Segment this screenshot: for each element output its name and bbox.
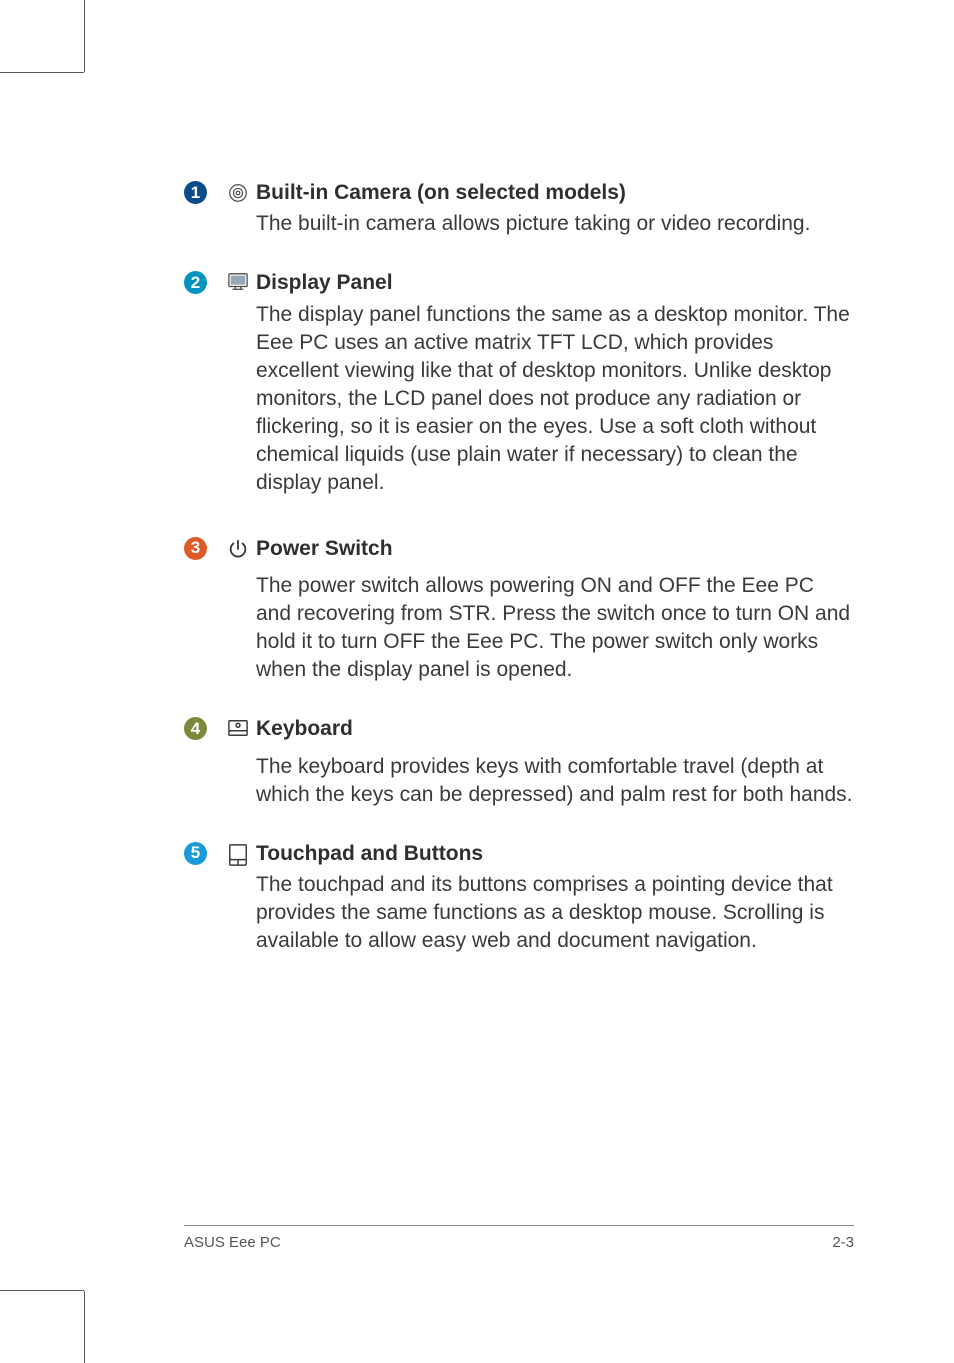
feature-item: 1 Built-in Camera (on selected models) T… bbox=[184, 180, 854, 258]
feature-title: Keyboard bbox=[256, 716, 854, 742]
number-badge-1: 1 bbox=[184, 181, 207, 204]
feature-item: 2 Display Panel The display panel functi… bbox=[184, 270, 854, 517]
footer-left: ASUS Eee PC bbox=[184, 1234, 281, 1251]
keyboard-icon bbox=[220, 716, 256, 738]
feature-item: 3 Power Switch The power switch allows p… bbox=[184, 536, 854, 705]
feature-item: 4 Keyboard The keyboard provides keys wi… bbox=[184, 716, 854, 829]
camera-icon bbox=[220, 180, 256, 204]
feature-title: Touchpad and Buttons bbox=[256, 841, 854, 867]
feature-desc: The keyboard provides keys with comforta… bbox=[256, 753, 854, 809]
page-body: 1 Built-in Camera (on selected models) T… bbox=[84, 72, 954, 1291]
crop-mark bbox=[0, 72, 84, 73]
crop-mark bbox=[84, 1291, 85, 1363]
number-badge-4: 4 bbox=[184, 717, 207, 740]
feature-desc: The touchpad and its buttons comprises a… bbox=[256, 871, 854, 955]
feature-title: Display Panel bbox=[256, 270, 854, 296]
touchpad-icon bbox=[220, 841, 256, 867]
display-icon bbox=[220, 270, 256, 292]
number-badge-3: 3 bbox=[184, 537, 207, 560]
number-badge-2: 2 bbox=[184, 271, 207, 294]
feature-item: 5 Touchpad and Buttons The touchpad and … bbox=[184, 841, 854, 976]
feature-title: Built-in Camera (on selected models) bbox=[256, 180, 854, 206]
page-footer: ASUS Eee PC 2-3 bbox=[184, 1225, 854, 1251]
footer-right: 2-3 bbox=[832, 1234, 854, 1251]
crop-mark bbox=[84, 0, 85, 72]
feature-desc: The display panel functions the same as … bbox=[256, 301, 854, 498]
number-badge-5: 5 bbox=[184, 842, 207, 865]
feature-desc: The built-in camera allows picture takin… bbox=[256, 210, 854, 238]
crop-mark bbox=[0, 1290, 84, 1291]
power-icon bbox=[220, 536, 256, 560]
feature-desc: The power switch allows powering ON and … bbox=[256, 572, 854, 685]
feature-title: Power Switch bbox=[256, 536, 854, 562]
